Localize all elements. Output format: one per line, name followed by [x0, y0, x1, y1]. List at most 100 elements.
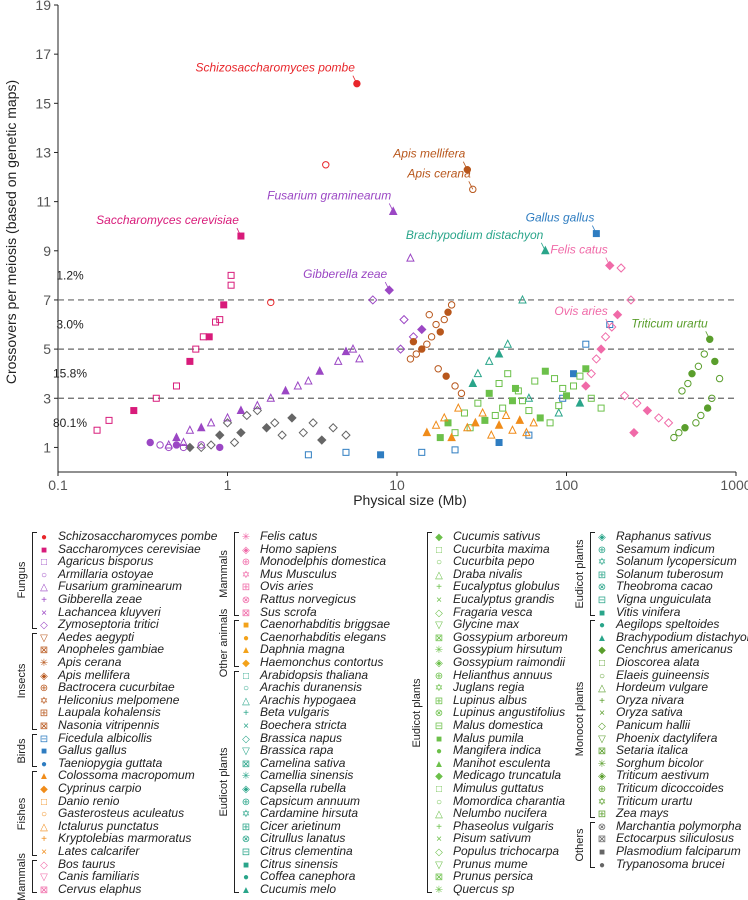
legend-item: + Kryptolebias marmoratus	[38, 832, 191, 846]
legend-item: ▽ Prunus mume	[433, 857, 528, 871]
legend-marker-icon: ●	[598, 620, 606, 632]
band-percent-label: 1.2%	[56, 268, 84, 282]
data-point	[236, 427, 246, 438]
legend-marker-icon: □	[435, 544, 443, 556]
data-point	[563, 392, 570, 400]
legend-item: ⊠ Anopheles gambiae	[38, 642, 165, 657]
data-point	[447, 301, 456, 309]
legend-group-bracket	[32, 532, 37, 629]
x-tick-label: 1	[224, 477, 232, 493]
species-annotation: Schizosaccharomyces pombe	[195, 61, 355, 75]
legend-item: ⊠ Sus scrofa	[240, 605, 317, 619]
legend-item: △ Fusarium graminearum	[38, 580, 182, 594]
legend-marker-icon: ⊠	[39, 645, 49, 657]
legend-item: ■ Caenorhabditis briggsae	[240, 617, 391, 632]
legend-marker-icon: +	[243, 708, 249, 720]
legend-group-label: Fishes	[16, 797, 28, 830]
data-point	[223, 412, 232, 422]
legend-group-label: Other animals	[218, 609, 230, 678]
legend-label: Beta vulgaris	[260, 705, 330, 720]
data-point	[199, 333, 207, 341]
data-point	[322, 161, 330, 169]
band-percent-label: 15.8%	[53, 367, 87, 381]
data-point	[503, 339, 513, 348]
legend-marker-icon: ◇	[242, 733, 250, 745]
legend-label: Capsella rubella	[260, 781, 347, 795]
legend-group-bracket	[234, 670, 239, 894]
legend-item: ✡ Triticum urartu	[596, 794, 693, 808]
legend-item: □ Danio renio	[38, 794, 119, 808]
legend-marker-icon: ✳	[434, 884, 444, 896]
legend-marker-icon: ◆	[435, 771, 443, 783]
legend-marker-icon: ●	[598, 859, 606, 871]
species-annotation: Gibberella zeae	[303, 267, 387, 281]
legend-item: □ Arabidopsis thaliana	[240, 667, 369, 682]
data-point	[179, 437, 188, 447]
legend-label: Arabidopsis thaliana	[260, 667, 369, 682]
legend-item: ✡ Heliconius melpomene	[38, 693, 180, 707]
legend-marker-icon: ◈	[598, 532, 606, 543]
legend-label: Pisum sativum	[453, 831, 532, 846]
legend-label: Raphanus sativus	[616, 529, 712, 543]
legend-item: ◈ Homo sapiens	[240, 542, 337, 556]
legend-item: ✳ Apis cerana	[38, 656, 122, 670]
data-point	[444, 419, 452, 427]
annotation-leader	[352, 75, 358, 84]
legend-label: Lupinus angustifolius	[453, 705, 566, 720]
legend-marker-icon: ◈	[40, 670, 48, 682]
annotation-leader	[388, 203, 394, 212]
data-point	[518, 397, 526, 405]
legend-item: ● Mangifera indica	[433, 744, 541, 758]
legend-item: ✳ Sorghum bicolor	[596, 756, 704, 770]
legend-label: Solanum tuberosum	[616, 566, 724, 581]
data-point	[172, 382, 180, 390]
data-point	[270, 418, 280, 428]
legend-label: Brassica rapa	[260, 743, 334, 758]
legend-marker-icon: ■	[40, 544, 48, 556]
legend-marker-icon: ◇	[40, 620, 48, 632]
legend-marker-icon: □	[40, 557, 48, 569]
x-tick-label: 10	[389, 477, 405, 493]
legend-group-bracket	[590, 821, 595, 869]
legend-marker-icon: ⊠	[39, 721, 49, 732]
legend-marker-icon: ×	[41, 607, 47, 619]
legend-marker-icon: ⊞	[241, 582, 251, 594]
data-point	[206, 440, 216, 450]
legend-item: ⊗ Lupinus angustifolius	[433, 705, 566, 720]
legend-item: ◈ Raphanus sativus	[596, 529, 712, 544]
legend-marker-icon: ✳	[241, 532, 251, 543]
data-point	[629, 427, 639, 438]
legend-item: ■ Vitis vinifera	[596, 605, 681, 619]
data-point	[715, 374, 724, 383]
legend-label: Bos taurus	[58, 856, 116, 871]
legend-label: Caenorhabditis briggsae	[260, 617, 391, 632]
data-point	[348, 343, 358, 353]
data-point	[670, 433, 678, 442]
legend-marker-icon: ■	[435, 733, 443, 745]
legend-marker-icon: ✳	[434, 645, 444, 657]
data-point	[431, 420, 441, 429]
legend-item: ▽ Aedes aegypti	[38, 630, 134, 644]
annotation-leader	[384, 281, 390, 291]
legend-label: Nasonia vitripennis	[58, 718, 160, 732]
legend-marker-icon: ▽	[40, 632, 48, 644]
legend-item: ● Coffea canephora	[240, 870, 355, 884]
legend-label: Citrullus lanatus	[260, 831, 346, 846]
data-point	[377, 451, 385, 459]
data-point	[304, 451, 312, 459]
legend-item: + Eucalyptus globulus	[433, 580, 560, 594]
data-point	[554, 407, 564, 417]
legend-label: Anopheles gambiae	[58, 642, 165, 657]
legend-marker-icon: ◈	[242, 544, 250, 556]
data-point	[216, 443, 224, 452]
legend-item: △ Ictalurus punctatus	[38, 819, 159, 833]
legend-marker-icon: ■	[242, 859, 250, 871]
legend-label: Capsicum annuum	[260, 793, 361, 808]
legend-item: ■ Gallus gallus	[38, 744, 127, 758]
legend-item: ⊟ Malus domestica	[433, 718, 544, 733]
data-point	[700, 350, 708, 358]
legend-marker-icon: △	[242, 695, 250, 707]
legend-marker-icon: ●	[40, 532, 48, 543]
legend-item: ◆ Medicago truncatula	[433, 769, 561, 783]
legend-label: Malus domestica	[453, 718, 544, 732]
